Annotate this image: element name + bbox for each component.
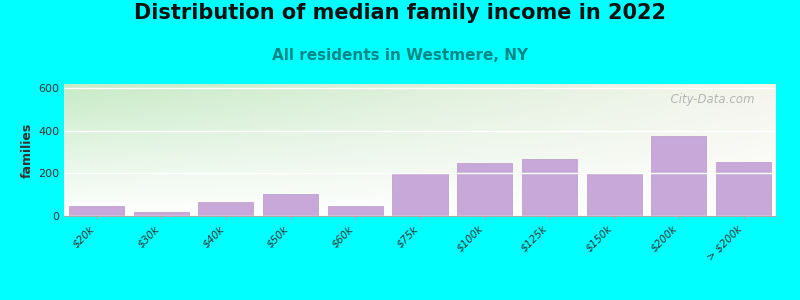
Bar [134,212,189,216]
Text: Distribution of median family income in 2022: Distribution of median family income in … [134,3,666,23]
Bar [393,173,447,216]
Bar [586,175,642,216]
Bar [522,158,577,216]
Bar [263,194,318,216]
Text: City-Data.com: City-Data.com [663,93,754,106]
Bar [716,162,771,216]
Text: All residents in Westmere, NY: All residents in Westmere, NY [272,48,528,63]
Bar [458,163,512,216]
Y-axis label: families: families [21,122,34,178]
Bar [651,136,706,216]
Bar [198,202,254,216]
Bar [328,206,382,216]
Bar [69,206,124,216]
